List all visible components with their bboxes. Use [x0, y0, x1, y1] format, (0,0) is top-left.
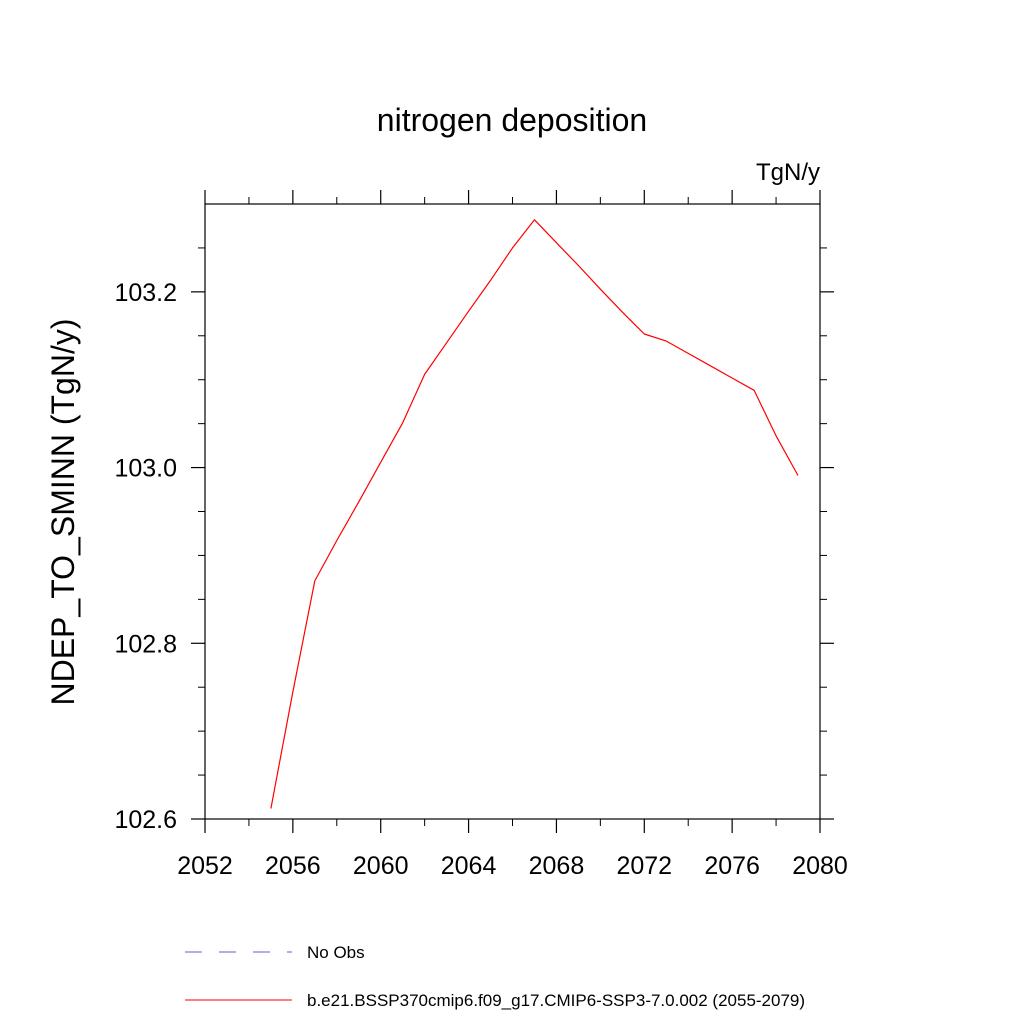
x-tick-label: 2076 [704, 852, 760, 880]
y-tick-label: 102.6 [114, 806, 177, 834]
chart-title: nitrogen deposition [377, 102, 647, 138]
series-group [270, 219, 799, 809]
y-axis-label: NDEP_TO_SMINN (TgN/y) [45, 318, 81, 705]
x-tick-label: 2080 [792, 852, 848, 880]
x-tick-label: 2072 [616, 852, 672, 880]
legend-label-0: No Obs [307, 943, 365, 962]
legend: No Obs b.e21.BSSP370cmip6.f09_g17.CMIP6-S… [185, 943, 805, 1010]
tick-labels: 2052 2056 2060 2064 2068 2072 2076 2080 102.6 102… [114, 279, 847, 880]
y-tick-label: 103.2 [114, 279, 177, 307]
x-tick-label: 2052 [177, 852, 233, 880]
plot-frame [204, 203, 821, 820]
x-tick-label: 2056 [265, 852, 321, 880]
legend-label-1: b.e21.BSSP370cmip6.f09_g17.CMIP6-SSP3-7.… [307, 991, 805, 1010]
x-tick-label: 2068 [529, 852, 585, 880]
series-line-0 [270, 219, 799, 809]
y-tick-label: 102.8 [114, 630, 177, 658]
axis-ticks [191, 190, 834, 833]
y-tick-label: 103.0 [114, 455, 177, 483]
x-tick-label: 2064 [441, 852, 497, 880]
units-label: TgN/y [756, 159, 820, 186]
x-tick-label: 2060 [353, 852, 409, 880]
